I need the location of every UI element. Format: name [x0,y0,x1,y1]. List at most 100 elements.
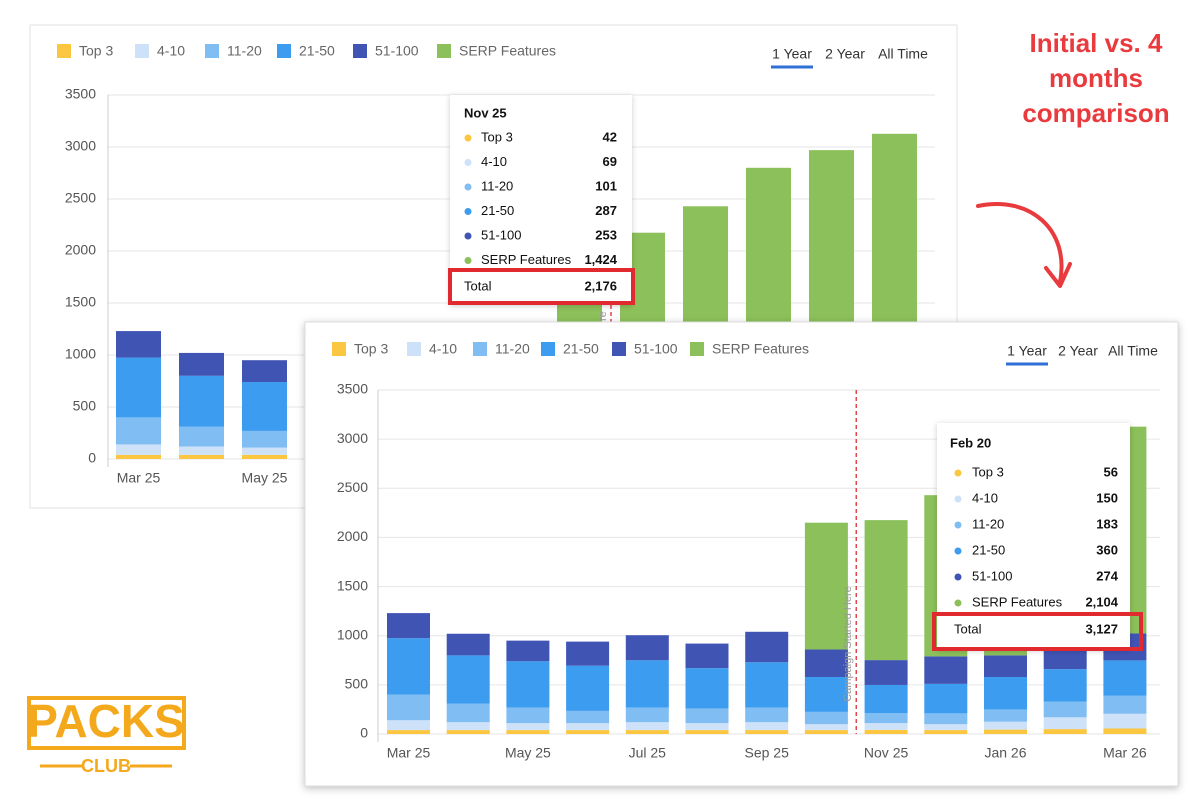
bar-segment [179,426,224,447]
bar-segment [625,707,669,723]
y-tick-label: 2000 [337,528,368,544]
headline-line: comparison [1022,98,1169,128]
tooltip-total: 3,127 [1085,621,1118,636]
tooltip-name: 51-100 [481,227,521,242]
bar-segment [1103,695,1147,714]
bar-segment [924,713,968,725]
headline: Initial vs. 4 months comparison [1022,28,1169,128]
tooltip-name: Top 3 [972,464,1004,479]
legend-swatch [353,44,367,58]
bar-segment [625,730,669,734]
tooltip-dot [464,257,472,264]
bar-segment [242,360,287,383]
bar-segment [506,661,550,708]
range-option[interactable]: 1 Year [772,46,812,62]
x-tick-label: Mar 25 [117,470,161,486]
tooltip-name: 21-50 [481,203,514,218]
bar-segment [625,722,669,731]
tooltip-total: 2,176 [584,278,617,293]
legend-label: 11-20 [495,341,530,357]
bar-segment [745,662,789,708]
bar-segment [116,454,161,459]
tooltip-name: SERP Features [972,594,1063,609]
range-option[interactable]: 2 Year [1058,343,1098,359]
legend-swatch [135,44,149,58]
tooltip-total-label: Total [464,278,492,293]
legend-swatch [473,342,487,356]
bar-segment [864,713,908,724]
bar-segment [1043,717,1087,730]
x-tick-label: Nov 25 [864,745,909,761]
x-tick-label: Sep 25 [745,745,790,761]
y-tick-label: 0 [88,450,96,466]
legend-label: 21-50 [563,341,599,357]
bar-segment [625,635,669,661]
x-tick-label: Mar 25 [387,745,431,761]
tooltip-value: 56 [1104,464,1118,479]
tooltip-value: 360 [1096,542,1118,557]
headline-line: months [1049,63,1143,93]
bar-segment [685,730,729,734]
bar-segment [116,357,161,418]
tooltip-value: 69 [603,154,617,169]
bar-segment [804,730,848,734]
bar-segment [446,633,490,656]
bar-segment [804,676,848,712]
tooltip-value: 150 [1096,490,1118,505]
legend-swatch [57,44,71,58]
tooltip-value: 1,424 [584,252,617,267]
tooltip-dot [464,134,472,142]
tooltip-value: 183 [1096,516,1118,531]
y-tick-label: 1000 [337,626,368,642]
bar-segment [1043,649,1087,670]
legend-label: 51-100 [634,341,678,357]
bar-segment [984,709,1027,722]
total-highlight [448,268,635,305]
bar-segment [745,722,789,731]
bar-segment [924,683,968,714]
bar-segment [387,720,430,731]
tooltip-value: 42 [603,129,617,144]
tooltip-name: 11-20 [481,178,513,193]
legend-swatch [407,342,421,356]
tooltip-value: 287 [595,203,617,218]
tooltip-title: Feb 20 [950,435,991,450]
legend-swatch [205,44,219,58]
tooltip-name: SERP Features [481,252,572,267]
x-tick-label: Jan 26 [984,745,1026,761]
bar-segment [1043,729,1087,734]
bar-segment [804,649,848,677]
bar-segment [116,444,161,455]
legend-label: 51-100 [375,43,419,59]
legend-swatch [690,342,704,356]
y-tick-label: 1500 [337,577,368,593]
arrow-head [1044,262,1072,288]
bar-segment [625,660,669,708]
y-tick-label: 3500 [337,381,368,397]
legend-swatch [277,44,291,58]
tooltip-name: 4-10 [481,154,507,169]
bar-segment [179,446,224,455]
legend-label: SERP Features [712,341,809,357]
legend-label: Top 3 [354,341,388,357]
legend-label: Top 3 [79,43,113,59]
x-tick-label: May 25 [242,470,288,486]
tooltip-dot [954,599,962,607]
bar-segment [179,352,224,376]
tooltip-dot [464,208,472,215]
range-option[interactable]: All Time [1108,343,1158,359]
range-option[interactable]: All Time [878,46,928,62]
range-option[interactable]: 1 Year [1007,343,1047,359]
tooltip-dot [464,183,472,191]
tooltip-dot [954,495,962,503]
tooltip-dot [464,159,472,166]
range-option[interactable]: 2 Year [825,46,865,62]
x-tick-label: May 25 [505,745,551,761]
bar-segment [872,133,917,353]
y-tick-label: 500 [73,398,97,414]
front-panel-group: 0 500 1000 1500 2000 2500 3000 3500 Mar 25 May 25… [304,321,1179,787]
tooltip-name: 21-50 [972,542,1005,557]
bar-segment [387,638,430,695]
bar-segment [506,730,550,734]
